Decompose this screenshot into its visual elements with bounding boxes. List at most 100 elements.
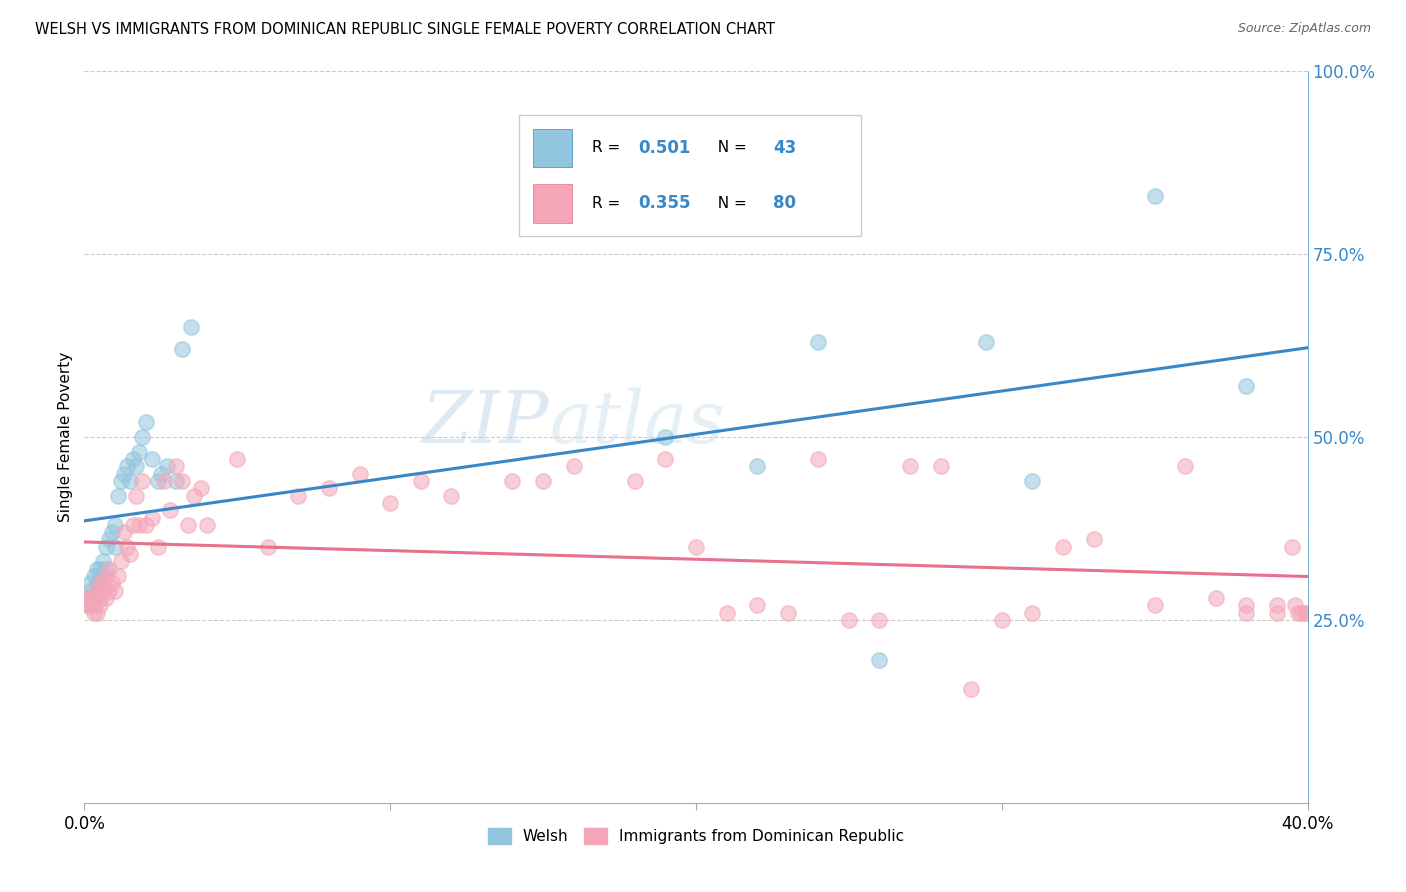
Point (1052, 540, 1074, 554)
Point (79, 583, 101, 598)
FancyBboxPatch shape (519, 115, 860, 235)
Point (838, 613, 860, 627)
Point (440, 489, 463, 503)
Point (159, 503, 181, 517)
Point (86, 606, 108, 620)
Point (91, 554, 114, 568)
Point (226, 452, 249, 467)
Point (104, 517, 127, 532)
Point (76, 599, 98, 613)
Text: N =: N = (709, 140, 752, 155)
Point (1143, 188, 1166, 202)
Point (1291, 606, 1313, 620)
Point (76, 591, 98, 605)
Point (115, 540, 138, 554)
Point (122, 452, 145, 467)
Point (172, 343, 194, 357)
Point (135, 416, 157, 430)
Point (1295, 606, 1317, 620)
Point (83, 591, 105, 605)
Point (991, 613, 1014, 627)
Text: 0.501: 0.501 (638, 139, 690, 157)
Point (101, 576, 124, 591)
Text: WELSH VS IMMIGRANTS FROM DOMINICAN REPUBLIC SINGLE FEMALE POVERTY CORRELATION CH: WELSH VS IMMIGRANTS FROM DOMINICAN REPUB… (35, 22, 775, 37)
Point (1021, 474, 1043, 488)
Point (91, 569, 114, 583)
Point (128, 444, 150, 458)
Point (654, 430, 676, 444)
Point (131, 474, 153, 488)
Point (122, 517, 145, 532)
Point (76, 591, 98, 605)
Point (104, 583, 127, 598)
Point (716, 606, 738, 620)
Point (125, 459, 148, 474)
Point (146, 474, 169, 488)
Point (146, 540, 169, 554)
Point (318, 481, 340, 495)
FancyBboxPatch shape (533, 128, 572, 167)
Point (125, 489, 148, 503)
Point (349, 467, 371, 481)
Point (104, 540, 127, 554)
Point (89, 576, 111, 591)
Point (112, 525, 135, 540)
Text: 80: 80 (773, 194, 796, 212)
Text: 43: 43 (773, 139, 796, 157)
Point (1286, 606, 1309, 620)
Point (79, 591, 101, 605)
Point (156, 459, 179, 474)
Point (112, 467, 135, 481)
Point (1021, 606, 1043, 620)
Point (180, 320, 202, 334)
Point (1143, 599, 1166, 613)
Point (1236, 379, 1258, 393)
Point (120, 547, 142, 561)
Text: ZIP: ZIP (422, 387, 550, 458)
Point (960, 682, 983, 697)
Y-axis label: Single Female Poverty: Single Female Poverty (58, 352, 73, 522)
Point (97, 562, 120, 576)
Point (177, 517, 200, 532)
Point (83, 591, 105, 605)
Point (747, 599, 769, 613)
Point (76, 599, 98, 613)
Point (141, 510, 163, 524)
Point (807, 452, 830, 467)
Point (94, 569, 117, 583)
Text: N =: N = (709, 196, 752, 211)
Text: atlas: atlas (550, 387, 724, 458)
Point (165, 459, 187, 474)
Text: 0.355: 0.355 (638, 194, 690, 212)
Point (97, 533, 120, 547)
Point (120, 474, 142, 488)
Point (747, 459, 769, 474)
Point (153, 474, 176, 488)
Point (107, 569, 129, 583)
Point (654, 452, 676, 467)
Point (101, 525, 124, 540)
Text: R =: R = (592, 196, 626, 211)
Point (1236, 599, 1258, 613)
Point (929, 459, 952, 474)
Point (685, 540, 707, 554)
Point (91, 583, 114, 598)
Point (172, 474, 194, 488)
Point (94, 591, 117, 605)
Point (79, 599, 101, 613)
Point (131, 430, 153, 444)
Legend: Welsh, Immigrants from Dominican Republic: Welsh, Immigrants from Dominican Republi… (482, 822, 910, 850)
Point (165, 474, 187, 488)
Point (869, 613, 891, 627)
Point (380, 496, 402, 510)
Text: R =: R = (592, 140, 626, 155)
Point (91, 576, 114, 591)
Point (869, 653, 891, 667)
Point (107, 489, 129, 503)
Point (1174, 459, 1197, 474)
Point (257, 540, 280, 554)
Point (89, 562, 111, 576)
Text: Source: ZipAtlas.com: Source: ZipAtlas.com (1237, 22, 1371, 36)
Point (135, 517, 157, 532)
Point (110, 474, 132, 488)
